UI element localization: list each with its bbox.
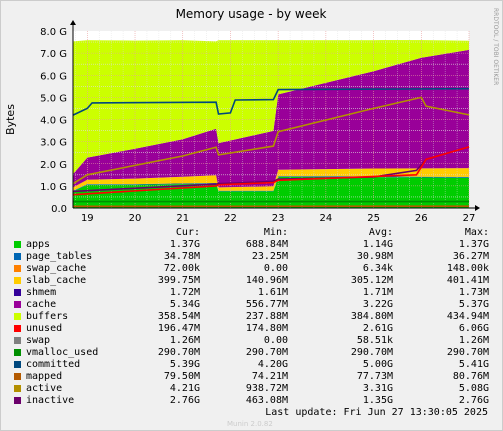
- area-page_tables: [73, 176, 469, 192]
- area-buffers: [73, 40, 469, 175]
- x-tick-label: 24: [320, 213, 333, 224]
- y-tick-label: 7.0 G: [40, 49, 67, 60]
- munin-version: Munin 2.0.82: [227, 420, 273, 428]
- x-tick-label: 23: [272, 213, 285, 224]
- y-tick-label: 3.0 G: [40, 138, 67, 149]
- x-axis-arrow: [475, 205, 480, 211]
- y-tick-label: 6.0 G: [40, 71, 67, 82]
- line-active: [72, 96, 470, 185]
- y-tick-label: 2.0 G: [40, 160, 67, 171]
- area-cache: [73, 49, 469, 188]
- area-slab_cache: [73, 168, 469, 191]
- x-tick-label: 20: [129, 213, 142, 224]
- grid: [73, 31, 470, 208]
- chart-title: Memory usage - by week: [176, 7, 327, 21]
- x-tick-labels: 19 20 21 22 23 24 25 26 27: [81, 213, 475, 224]
- x-tick-label: 27: [463, 213, 476, 224]
- y-tick-label: 5.0 G: [40, 93, 67, 104]
- y-axis-arrow: [70, 20, 76, 25]
- rrdtool-watermark: RRDTOOL / TOBI OETIKER: [492, 8, 499, 85]
- y-tick-label: 1.0 G: [40, 182, 67, 193]
- area-apps: [73, 177, 469, 208]
- x-tick-label: 25: [367, 213, 380, 224]
- y-tick-label: 0.0: [51, 204, 67, 215]
- y-tick-label: 4.0 G: [40, 116, 67, 127]
- y-tick-labels: 0.0 1.0 G 2.0 G 3.0 G 4.0 G 5.0 G 6.0 G 7.0 G 8.…: [40, 27, 67, 215]
- line-unused_line: [72, 146, 470, 196]
- stacked-areas: [73, 40, 469, 208]
- line-committed: [72, 87, 470, 116]
- y-axis-label: Bytes: [4, 104, 17, 135]
- x-tick-label: 19: [81, 213, 94, 224]
- x-tick-label: 21: [176, 213, 189, 224]
- last-update: Last update: Fri Jun 27 13:30:05 2025: [265, 407, 488, 418]
- x-tick-label: 22: [224, 213, 237, 224]
- series-lines: [72, 87, 470, 208]
- y-tick-label: 8.0 G: [40, 27, 67, 38]
- x-tick-label: 26: [415, 213, 428, 224]
